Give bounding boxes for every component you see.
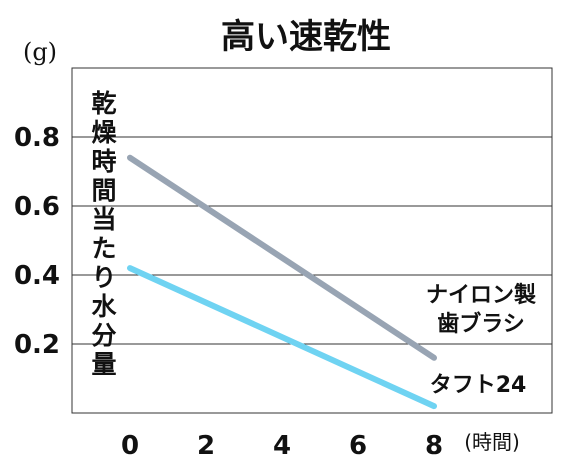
chart-title: 高い速乾性 bbox=[221, 17, 391, 57]
y-axis-label-char: 時 bbox=[91, 147, 116, 176]
y-axis-label-char: 燥 bbox=[91, 118, 117, 147]
y-axis-label-char: 水 bbox=[91, 292, 117, 321]
y-axis-label-char: 量 bbox=[91, 350, 116, 379]
x-tick-label: 2 bbox=[197, 431, 215, 461]
y-tick-label: 0.2 bbox=[14, 330, 60, 360]
y-axis-label-char: り bbox=[91, 263, 116, 292]
plot-frame bbox=[71, 67, 553, 414]
x-axis-unit: (時間) bbox=[464, 430, 520, 454]
y-tick-label: 0.6 bbox=[14, 192, 60, 222]
x-tick-label: 4 bbox=[273, 431, 291, 461]
y-tick-label: 0.8 bbox=[14, 123, 60, 153]
y-axis-label-char: た bbox=[91, 234, 116, 263]
x-tick-label: 6 bbox=[349, 431, 367, 461]
y-axis-label-char: 分 bbox=[91, 321, 116, 350]
series-line-1 bbox=[127, 154, 437, 361]
y-axis-label-char: 間 bbox=[91, 176, 116, 205]
y-axis-label-char: 当 bbox=[91, 205, 116, 234]
x-tick-label: 8 bbox=[425, 431, 443, 461]
y-axis-label-char: 乾 bbox=[91, 89, 116, 118]
series-line-2 bbox=[127, 265, 437, 410]
series-label-1: 歯ブラシ bbox=[437, 311, 525, 337]
series-label-1: ナイロン製 bbox=[426, 282, 536, 308]
series-layer bbox=[127, 154, 437, 410]
x-tick-label: 0 bbox=[121, 431, 139, 461]
y-tick-label: 0.4 bbox=[14, 261, 60, 291]
tick-layer: 0.2 0.4 0.6 0.8 0 2 4 6 8 bbox=[14, 123, 443, 461]
series-label-2: タフト24 bbox=[430, 373, 527, 398]
y-axis-unit: (g) bbox=[23, 38, 57, 66]
